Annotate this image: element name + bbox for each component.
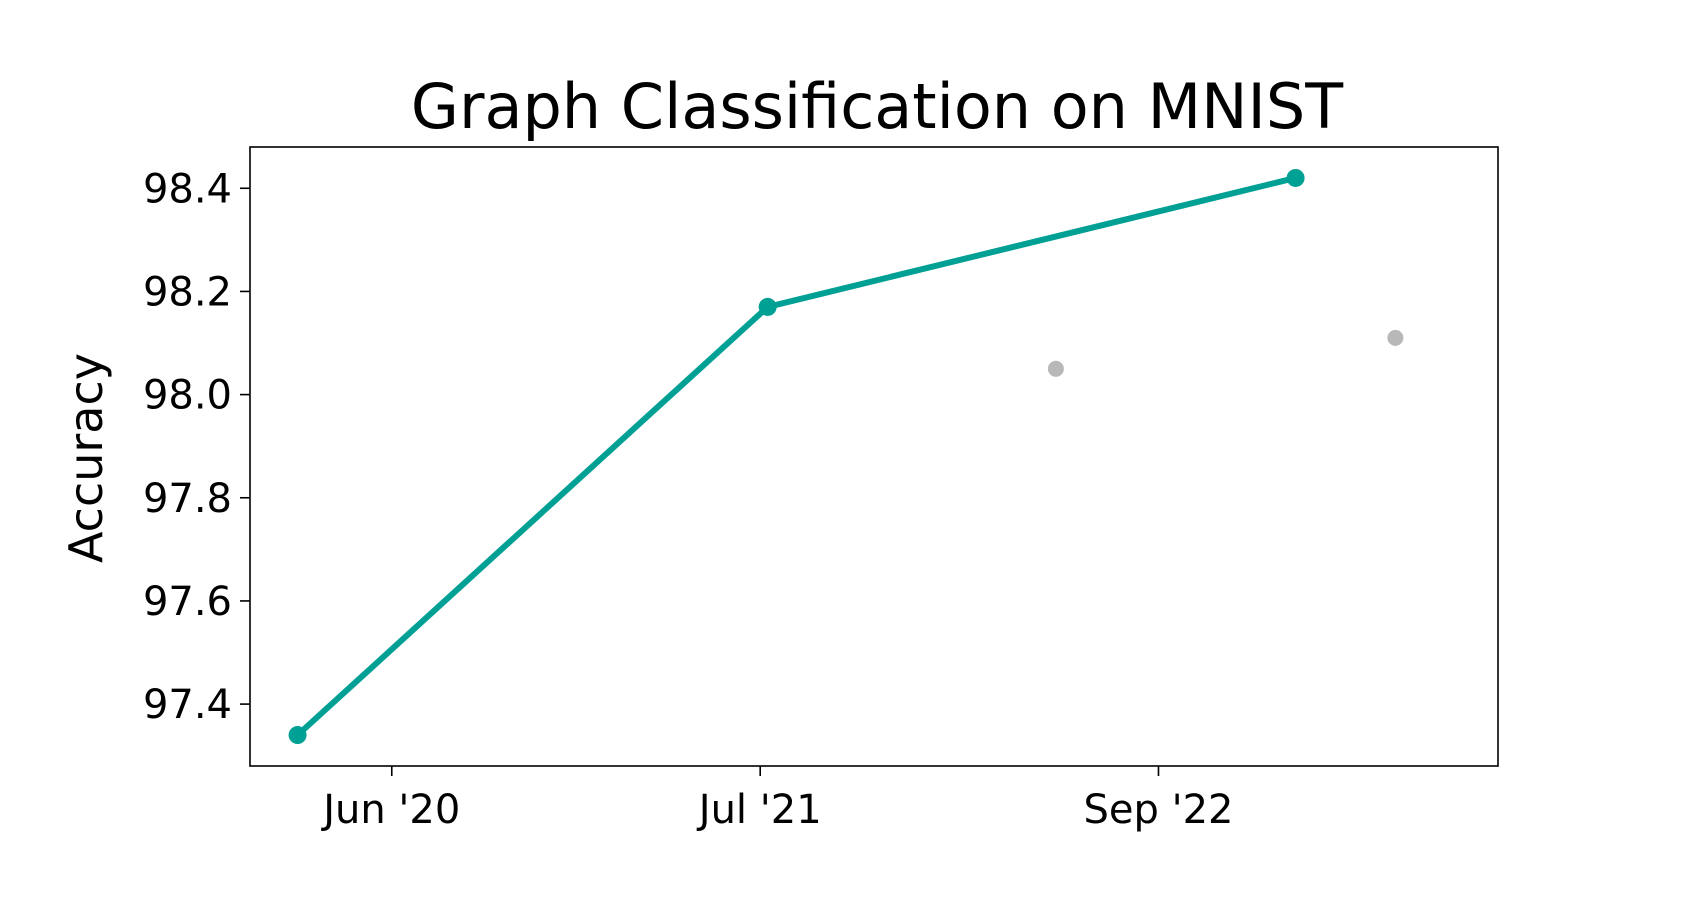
x-tick-label: Jul '21 (696, 787, 822, 833)
series-line (294, 174, 1299, 739)
other-point (1047, 360, 1064, 377)
y-tick-label: 97.8 (143, 476, 232, 522)
x-tick-label: Jun '20 (320, 787, 460, 833)
sota-point (1286, 168, 1305, 187)
x-axis-ticks: Jun '20 Jul '21 Sep '22 (320, 766, 1233, 833)
y-tick-label: 98.4 (143, 166, 232, 212)
plot-marks (288, 168, 1404, 745)
sota-point (288, 726, 307, 745)
y-axis-ticks: 97.4 97.6 97.8 98.0 98.2 98.4 (143, 166, 250, 728)
sota-point (758, 297, 777, 316)
y-axis-label: Accuracy (59, 353, 113, 563)
y-tick-label: 97.4 (143, 682, 232, 728)
plot-frame (249, 146, 1499, 767)
y-tick-label: 98.0 (143, 373, 232, 419)
x-tick-label: Sep '22 (1083, 787, 1233, 833)
chart-title: Graph Classification on MNIST (411, 70, 1344, 143)
y-tick-label: 98.2 (143, 269, 232, 315)
y-tick-label: 97.6 (143, 579, 232, 625)
other-point (1387, 329, 1404, 346)
